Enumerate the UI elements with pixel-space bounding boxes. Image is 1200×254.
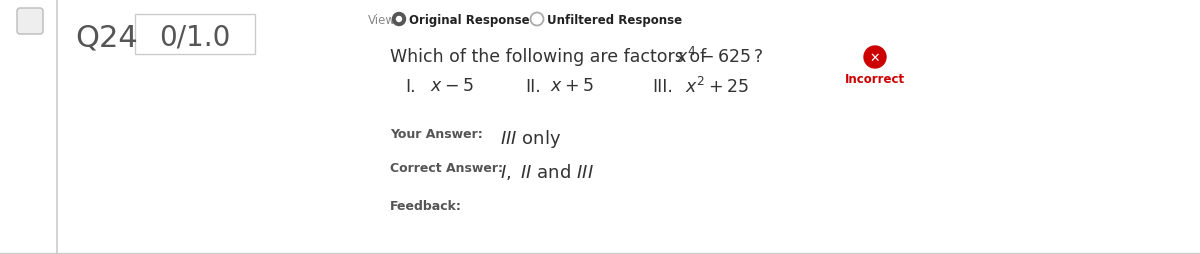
Text: Q24: Q24 (74, 23, 138, 52)
Text: III.: III. (652, 78, 673, 96)
Text: Your Answer:: Your Answer: (390, 128, 482, 140)
Circle shape (396, 18, 402, 22)
Text: Incorrect: Incorrect (845, 73, 905, 86)
Text: $x - 5$: $x - 5$ (430, 77, 474, 95)
Text: $x^2 + 25$: $x^2 + 25$ (685, 77, 749, 97)
Text: Which of the following are factors of: Which of the following are factors of (390, 48, 712, 66)
Text: Feedback:: Feedback: (390, 199, 462, 212)
Text: $\mathit{I},\ \mathit{II}\ \mathrm{and}\ \mathit{III}$: $\mathit{I},\ \mathit{II}\ \mathrm{and}\… (500, 161, 594, 181)
Text: $x^4 - 625\,?$: $x^4 - 625\,?$ (676, 47, 763, 67)
Text: Original Response: Original Response (409, 14, 529, 27)
Text: $\mathit{III}\ \mathrm{only}$: $\mathit{III}\ \mathrm{only}$ (500, 128, 562, 149)
FancyBboxPatch shape (17, 9, 43, 35)
Text: II.: II. (526, 78, 541, 96)
Text: Correct Answer:: Correct Answer: (390, 161, 503, 174)
Text: I.: I. (406, 78, 415, 96)
Circle shape (864, 47, 886, 69)
Text: 0/1.0: 0/1.0 (160, 24, 230, 52)
Text: View: View (368, 14, 396, 27)
Text: Unfiltered Response: Unfiltered Response (547, 14, 682, 27)
Text: $x + 5$: $x + 5$ (550, 77, 594, 95)
FancyBboxPatch shape (134, 15, 256, 55)
Circle shape (392, 13, 406, 26)
Text: ✕: ✕ (870, 52, 881, 65)
